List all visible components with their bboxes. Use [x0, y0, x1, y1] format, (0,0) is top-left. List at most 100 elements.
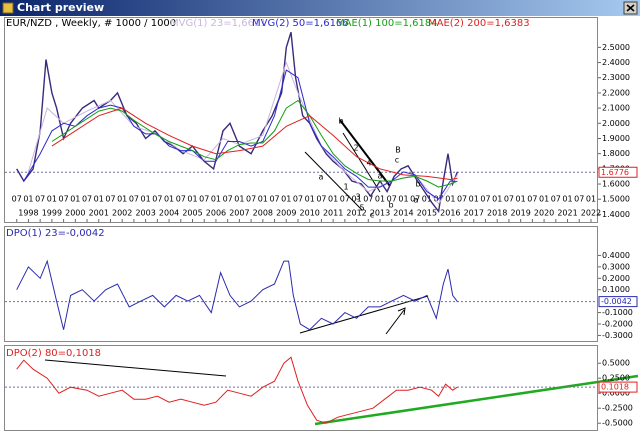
last-value-box — [598, 296, 638, 308]
wave-label: 4 — [366, 159, 371, 168]
panel-frame — [4, 17, 598, 223]
x-tick-label: 07 — [246, 195, 256, 204]
x-tick-label: 07 — [387, 195, 397, 204]
x-year-label: 2009 — [276, 209, 296, 218]
x-year-label: 1999 — [42, 209, 62, 218]
y-tick-label: 0.5000 — [602, 359, 630, 368]
panel-frame — [4, 226, 598, 342]
legend-entry: MAE(2) 200=1,6383 — [428, 18, 530, 29]
y-tick-label: -0.2500 — [602, 404, 633, 413]
wave-label: 5 — [359, 204, 364, 213]
y-tick-label: 1.6000 — [602, 180, 630, 189]
x-tick-label: 07 — [12, 195, 22, 204]
series-line — [51, 99, 458, 188]
x-year-label: 2010 — [300, 209, 320, 218]
wave-label: a — [319, 173, 324, 182]
x-tick-label: 07 — [410, 195, 420, 204]
x-year-label: 2006 — [206, 209, 226, 218]
last-value-label: -0.0042 — [601, 297, 632, 306]
x-tick-label: 01 — [211, 195, 221, 204]
y-tick-label: 2.1000 — [602, 104, 630, 113]
x-year-label: 2002 — [112, 209, 132, 218]
x-year-label: 2005 — [182, 209, 202, 218]
last-value-box — [598, 381, 638, 393]
x-year-label: 2020 — [534, 209, 554, 218]
x-tick-label: 01 — [141, 195, 151, 204]
last-value-box — [598, 166, 638, 178]
x-tick-label: 01 — [187, 195, 197, 204]
x-tick-label: 07 — [223, 195, 233, 204]
y-tick-label: -0.1000 — [602, 308, 633, 317]
x-tick-label: 01 — [445, 195, 455, 204]
y-tick-label: 1.8000 — [602, 149, 630, 158]
x-tick-label: 01 — [351, 195, 361, 204]
x-year-label: 2003 — [135, 209, 155, 218]
x-tick-label: 07 — [340, 195, 350, 204]
x-tick-label: 07 — [129, 195, 139, 204]
series-line — [16, 356, 458, 424]
x-tick-label: 07 — [316, 195, 326, 204]
x-tick-label: 01 — [70, 195, 80, 204]
x-tick-label: 01 — [328, 195, 338, 204]
wave-label: 3 — [355, 193, 360, 202]
y-tick-label: 2.3000 — [602, 73, 630, 82]
y-tick-label: 0.0000 — [602, 389, 630, 398]
wave-label: B — [395, 146, 401, 155]
legend-entry: MAE(1) 100=1,6184 — [336, 18, 438, 29]
x-year-label: 2014 — [393, 209, 413, 218]
x-year-label: 2016 — [440, 209, 460, 218]
x-tick-label: 01 — [23, 195, 33, 204]
x-tick-label: 01 — [305, 195, 315, 204]
x-tick-label: 01 — [164, 195, 174, 204]
x-tick-label: 07 — [82, 195, 92, 204]
x-tick-label: 07 — [35, 195, 45, 204]
y-tick-label: 2.2000 — [602, 88, 630, 97]
x-tick-label: 01 — [539, 195, 549, 204]
wave-label: c — [395, 156, 399, 165]
x-year-label: 2013 — [370, 209, 390, 218]
x-tick-label: 07 — [527, 195, 537, 204]
y-tick-label: -0.5000 — [602, 419, 633, 428]
series-line — [16, 259, 458, 331]
x-tick-label: 01 — [586, 195, 596, 204]
y-tick-label: 0.4000 — [602, 251, 630, 260]
y-tick-label: 1.4000 — [602, 210, 630, 219]
x-tick-label: 07 — [105, 195, 115, 204]
series-line — [51, 107, 458, 181]
wave-label: a — [414, 196, 419, 205]
x-tick-label: 07 — [269, 195, 279, 204]
x-tick-label: 01 — [516, 195, 526, 204]
series-line — [16, 31, 459, 214]
x-tick-label: 01 — [94, 195, 104, 204]
y-tick-label: 1.9000 — [602, 134, 630, 143]
chart-title: DPO(1) 23=-0,0042 — [6, 228, 105, 239]
x-tick-label: 01 — [234, 195, 244, 204]
wave-label: 2 — [353, 144, 358, 153]
y-tick-label: 1.5000 — [602, 195, 630, 204]
x-year-label: 1998 — [18, 209, 38, 218]
x-year-label: 2019 — [510, 209, 530, 218]
last-value-label: 0.1018 — [601, 383, 629, 392]
x-tick-label: 01 — [398, 195, 408, 204]
y-tick-label: 0.1000 — [602, 285, 630, 294]
window-title: Chart preview — [17, 1, 104, 14]
x-year-label: 2007 — [229, 209, 249, 218]
y-tick-label: 0.3000 — [602, 262, 630, 271]
x-tick-label: 01 — [562, 195, 572, 204]
x-year-label: 2015 — [417, 209, 437, 218]
x-year-label: 2001 — [89, 209, 109, 218]
x-year-label: 2012 — [346, 209, 366, 218]
x-tick-label: 01 — [47, 195, 57, 204]
y-tick-label: -0.3000 — [602, 331, 633, 340]
x-tick-label: 07 — [551, 195, 561, 204]
x-year-label: 2004 — [159, 209, 179, 218]
y-tick-label: 2.5000 — [602, 43, 630, 52]
close-button[interactable] — [623, 1, 638, 15]
x-tick-label: 01 — [117, 195, 127, 204]
x-tick-label: 01 — [492, 195, 502, 204]
wave-label: b — [388, 201, 393, 210]
y-tick-label: 0.2500 — [602, 374, 630, 383]
x-year-label: 2018 — [487, 209, 507, 218]
x-tick-label: 07 — [176, 195, 186, 204]
